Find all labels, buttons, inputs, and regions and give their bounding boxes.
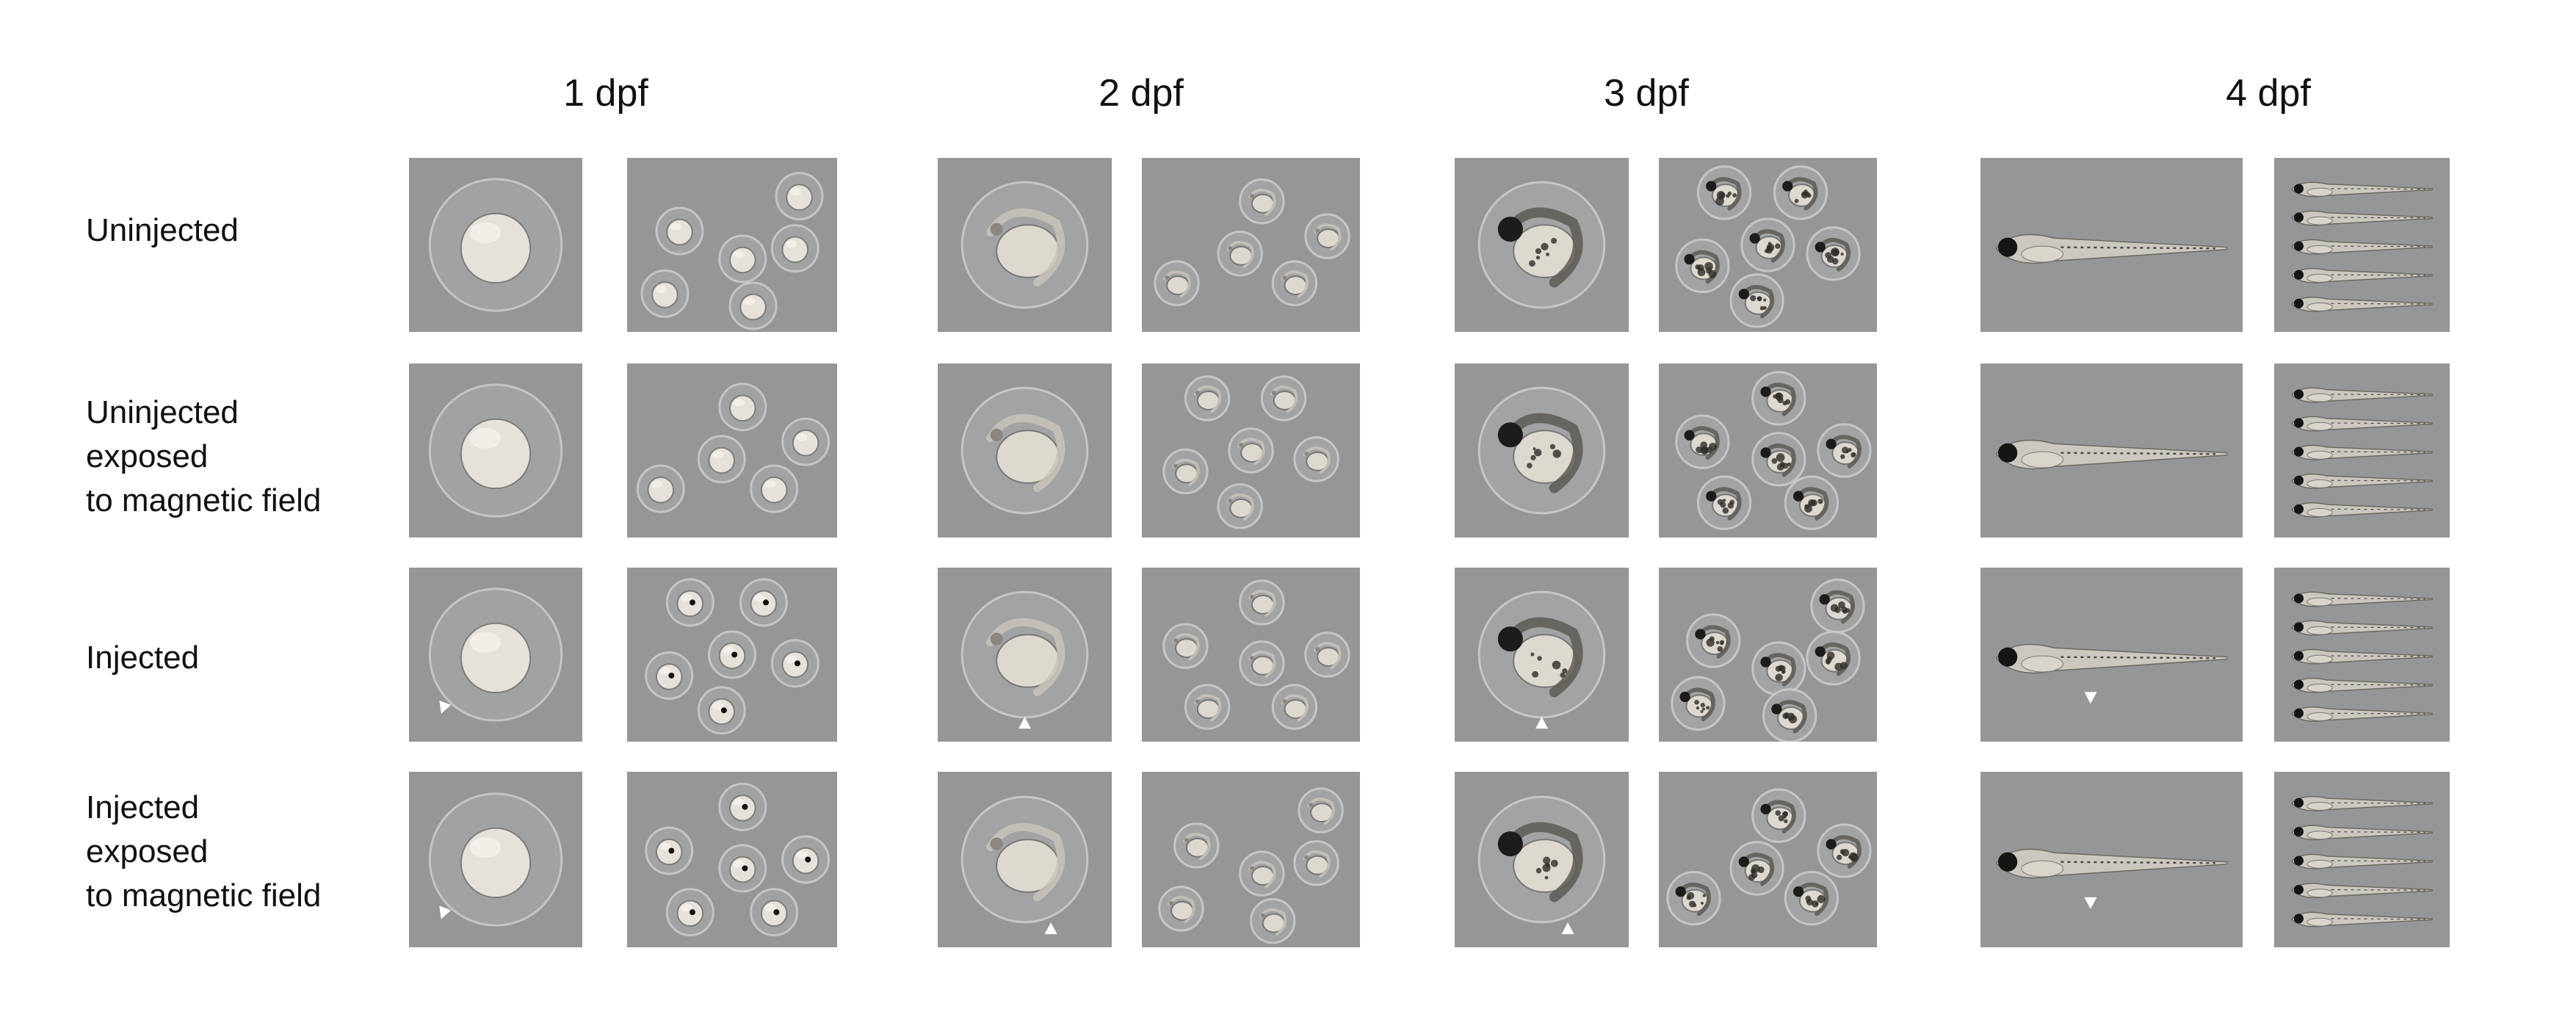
micrograph-r3-c2-single [938,568,1112,742]
row-label-3: Injected [86,640,200,676]
micrograph-r4-c1-group [627,772,837,947]
micrograph-r2-c3-single [1455,363,1629,538]
micrograph-r1-c2-single [938,158,1112,332]
micrograph-r3-c4-group [2274,568,2450,742]
micrograph-r1-c4-group [2274,158,2450,332]
micrograph-r1-c1-group [627,158,837,332]
column-header-3: 3 dpf [1604,72,1689,115]
micrograph-r2-c1-single [409,363,582,538]
micrograph-r4-c3-group [1659,772,1877,947]
column-header-4: 4 dpf [2226,72,2311,115]
row-label-4: Injected exposed to magnetic field [86,789,322,914]
micrograph-r2-c4-single [1980,363,2243,538]
column-header-1: 1 dpf [563,72,648,115]
micrograph-r2-c3-group [1659,363,1877,538]
micrograph-r3-c4-single [1980,568,2243,742]
micrograph-r4-c4-group [2274,772,2450,947]
micrograph-r3-c1-single [409,568,582,742]
micrograph-r1-c3-single [1455,158,1629,332]
micrograph-r2-c2-group [1142,363,1360,538]
row-label-1: Uninjected [86,212,239,248]
micrograph-r3-c1-group [627,568,837,742]
micrograph-r1-c1-single [409,158,582,332]
micrograph-r2-c2-single [938,363,1112,538]
micrograph-r4-c1-single [409,772,582,947]
micrograph-r2-c1-group [627,363,837,538]
micrograph-r1-c4-single [1980,158,2243,332]
row-label-2: Uninjected exposed to magnetic field [86,394,322,518]
micrograph-r3-c2-group [1142,568,1360,742]
micrograph-r1-c3-group [1659,158,1877,332]
arrowhead-icon [439,701,452,714]
micrograph-r1-c2-group [1142,158,1360,332]
arrowhead-icon [1561,922,1574,935]
arrowhead-icon [439,905,452,919]
arrowhead-icon [2084,692,2097,704]
micrograph-r2-c4-group [2274,363,2450,538]
column-header-2: 2 dpf [1099,72,1184,115]
micrograph-r4-c2-single [938,772,1112,947]
arrowhead-icon [1044,922,1057,935]
arrowhead-icon [2084,897,2097,909]
micrograph-r4-c4-single [1980,772,2243,947]
micrograph-r4-c3-single [1455,772,1629,947]
arrowhead-icon [1019,717,1031,729]
micrograph-r3-c3-single [1455,568,1629,742]
micrograph-r4-c2-group [1142,772,1360,947]
arrowhead-icon [1535,717,1548,729]
micrograph-r3-c3-group [1659,568,1877,742]
